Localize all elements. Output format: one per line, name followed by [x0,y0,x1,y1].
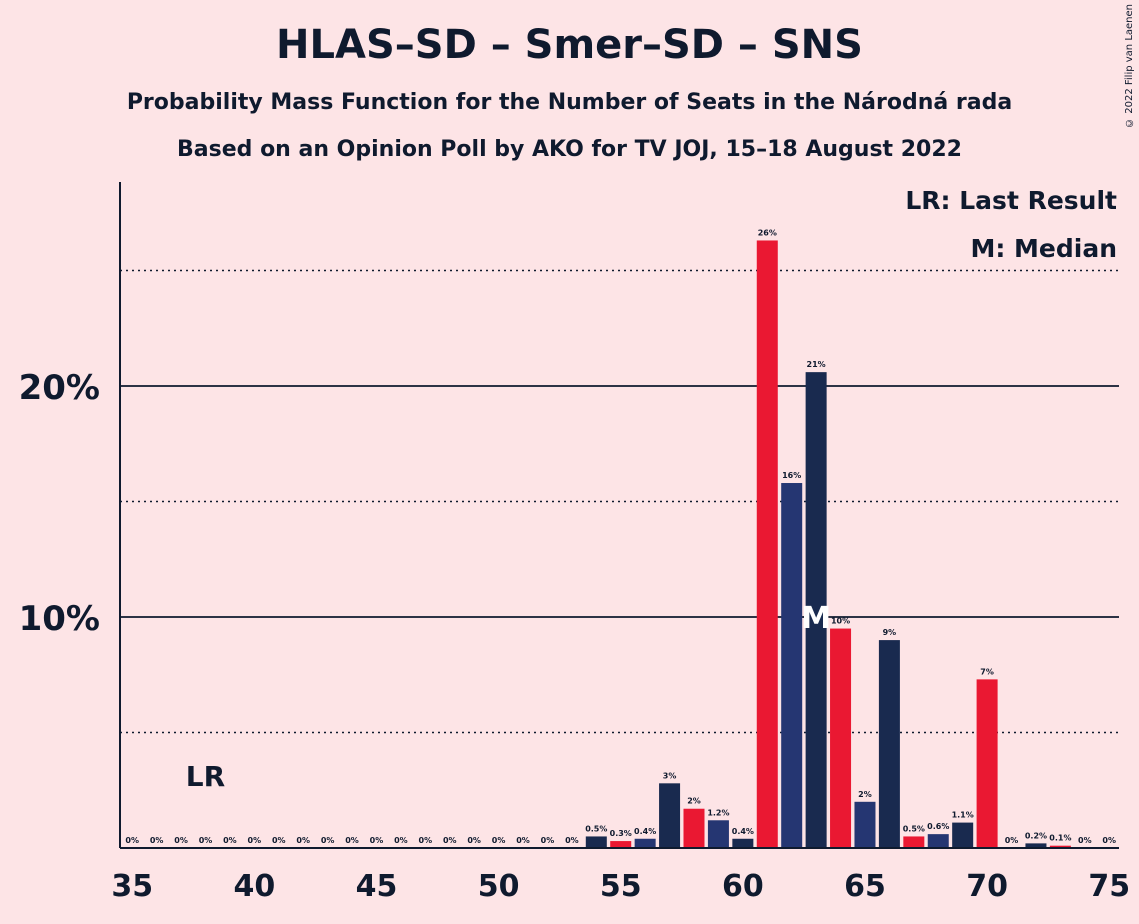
data-label-seat-39: 0% [223,836,237,845]
x-tick-label: 55 [600,869,642,904]
data-label-seat-69: 1.1% [952,811,974,820]
bar-seat-58 [683,808,705,848]
bar-seat-62 [781,483,803,848]
bar-seat-60 [732,838,754,848]
data-label-seat-54: 0.5% [585,824,607,833]
data-label-seat-49: 0% [467,836,481,845]
x-tick-label: 60 [722,869,764,904]
data-label-seat-36: 0% [150,836,164,845]
data-label-seat-43: 0% [321,836,335,845]
data-label-seat-50: 0% [492,836,506,845]
data-label-seat-61: 26% [758,228,777,237]
data-label-seat-70: 7% [980,667,994,676]
bar-seat-55 [610,841,632,848]
bar-seat-67 [903,836,925,848]
bar-seat-70 [976,679,998,848]
data-label-seat-52: 0% [541,836,555,845]
last-result-marker: LR [186,760,225,793]
bar-seat-57 [659,783,681,848]
data-label-seat-44: 0% [345,836,359,845]
legend-median: M: Median [970,234,1117,263]
bar-seat-54 [585,836,607,848]
bar-seat-64 [830,628,852,848]
x-tick-label: 40 [233,869,275,904]
data-label-seat-35: 0% [125,836,139,845]
x-tick-label: 70 [966,869,1008,904]
data-label-seat-67: 0.5% [903,824,925,833]
y-tick-label: 20% [19,368,100,408]
data-label-seat-56: 0.4% [634,827,656,836]
data-label-seat-59: 1.2% [707,808,729,817]
data-label-seat-51: 0% [516,836,530,845]
data-label-seat-41: 0% [272,836,286,845]
data-label-seat-47: 0% [419,836,433,845]
chart-subtitle-source: Based on an Opinion Poll by AKO for TV J… [177,137,962,162]
data-label-seat-58: 2% [687,797,701,806]
data-label-seat-55: 0.3% [610,829,632,838]
bar-seat-56 [634,838,656,848]
data-label-seat-65: 2% [858,790,872,799]
data-label-seat-74: 0% [1078,836,1092,845]
x-tick-label: 65 [844,869,886,904]
bar-seat-66 [878,640,900,848]
data-label-seat-68: 0.6% [927,822,949,831]
x-tick-label: 45 [356,869,398,904]
data-label-seat-37: 0% [174,836,188,845]
x-tick-label: 75 [1088,869,1130,904]
bar-seat-73 [1049,845,1071,848]
data-label-seat-75: 0% [1102,836,1116,845]
median-marker: M [801,601,831,636]
data-label-seat-63: 21% [807,360,826,369]
x-tick-label: 50 [478,869,520,904]
data-label-seat-60: 0.4% [732,827,754,836]
data-label-seat-45: 0% [370,836,384,845]
bar-seat-68 [927,834,949,848]
data-label-seat-57: 3% [663,771,677,780]
data-label-seat-72: 0.2% [1025,831,1047,840]
data-label-seat-40: 0% [248,836,262,845]
data-label-seat-42: 0% [296,836,310,845]
data-label-seat-48: 0% [443,836,457,845]
data-label-seat-66: 9% [883,628,897,637]
data-label-seat-46: 0% [394,836,408,845]
bar-seat-69 [952,822,974,848]
bar-seat-63 [805,372,827,848]
data-label-seat-62: 16% [782,471,801,480]
legend-last-result: LR: Last Result [905,186,1117,215]
chart-title: HLAS–SD – Smer–SD – SNS [276,22,863,68]
data-label-seat-38: 0% [199,836,213,845]
data-label-seat-64: 10% [831,617,850,626]
data-label-seat-53: 0% [565,836,579,845]
bar-seat-65 [854,801,876,848]
bar-seat-61 [756,240,778,849]
y-tick-label: 10% [19,599,100,639]
bar-seat-72 [1025,843,1047,848]
data-label-seat-71: 0% [1005,836,1019,845]
x-tick-label: 35 [111,869,153,904]
chart-subtitle: Probability Mass Function for the Number… [126,90,1013,115]
bar-seat-59 [707,820,729,848]
data-label-seat-73: 0.1% [1049,834,1071,843]
